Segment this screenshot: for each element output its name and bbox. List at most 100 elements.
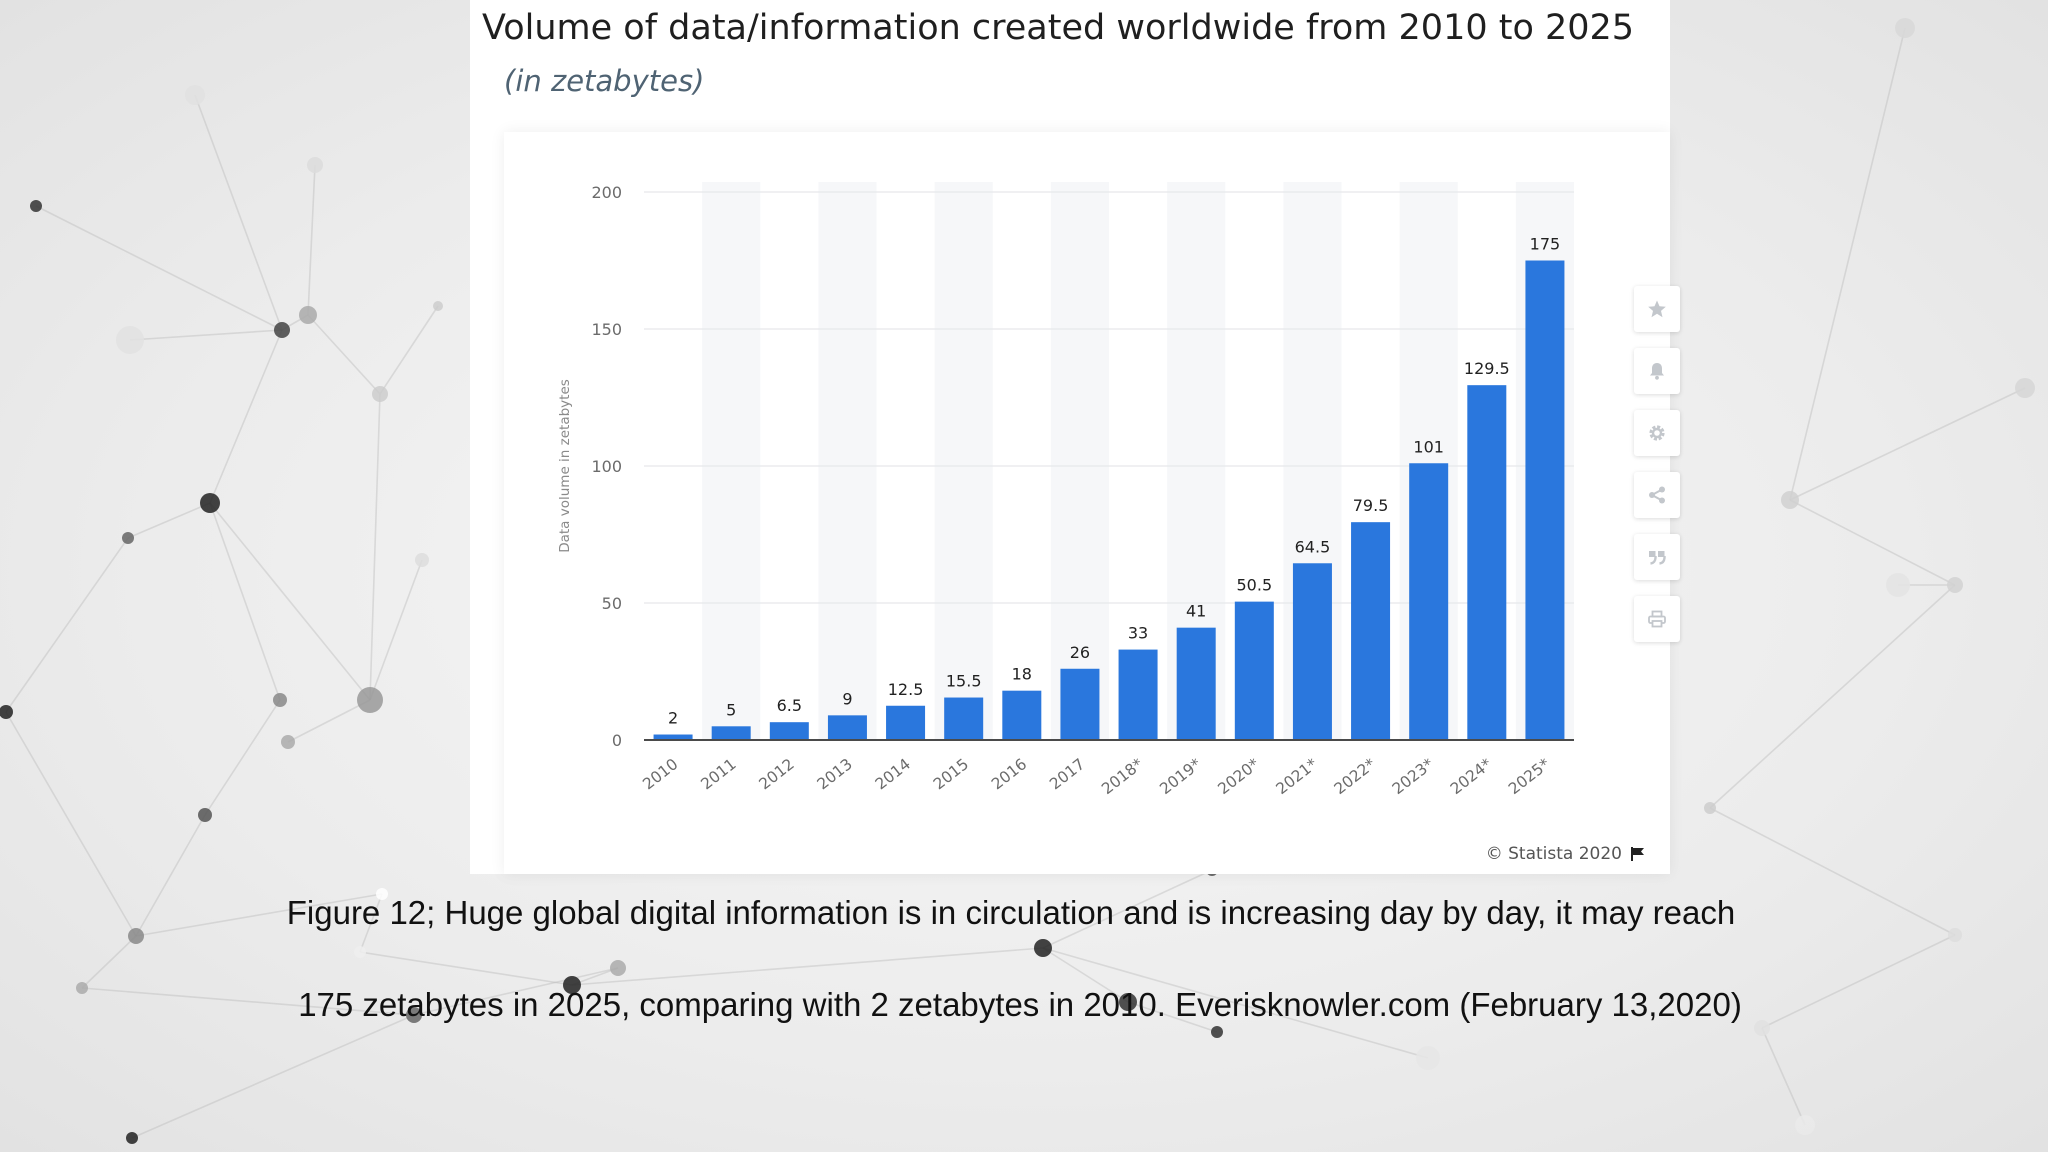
network-node (354, 946, 366, 958)
network-edge (1789, 27, 1906, 501)
network-edge (369, 393, 381, 701)
bar[interactable] (653, 734, 693, 740)
bell-icon (1650, 363, 1664, 380)
bar-value-label: 12.5 (888, 680, 924, 699)
network-edge (1042, 947, 1129, 1003)
network-node (610, 960, 626, 976)
settings-button[interactable] (1634, 410, 1680, 456)
bar[interactable] (1292, 563, 1332, 740)
network-edge (307, 164, 316, 316)
print-button[interactable] (1634, 596, 1680, 642)
x-tick-label: 2023* (1389, 755, 1437, 798)
bar[interactable] (827, 715, 867, 740)
network-edge (131, 1014, 415, 1139)
bar[interactable] (1002, 690, 1042, 740)
network-edge (127, 502, 211, 539)
network-node (1416, 1046, 1440, 1070)
bar[interactable] (769, 722, 809, 740)
bar-value-label: 15.5 (946, 672, 982, 691)
x-tick-label: 2017 (1046, 755, 1088, 793)
network-node (563, 976, 581, 994)
column-band (818, 182, 877, 740)
bar[interactable] (1176, 627, 1216, 740)
network-edge (1789, 499, 1956, 586)
bar[interactable] (944, 697, 984, 740)
network-node (274, 322, 290, 338)
network-node (122, 532, 134, 544)
network-edge (35, 205, 283, 331)
network-edge (1709, 584, 1956, 809)
chart-subtitle: (in zetabytes) (504, 64, 705, 98)
bar-value-label: 33 (1128, 624, 1148, 643)
bar[interactable] (1118, 649, 1158, 740)
network-edge (209, 329, 283, 504)
x-tick-label: 2010 (639, 755, 681, 793)
column-band (702, 182, 761, 740)
figure-caption-line-1: Figure 12; Huge global digital informati… (286, 894, 1736, 931)
bar[interactable] (886, 705, 926, 740)
network-node (281, 735, 295, 749)
network-node (273, 693, 287, 707)
x-tick-label: 2015 (930, 755, 972, 793)
x-tick-label: 2018* (1098, 755, 1146, 798)
bar[interactable] (1060, 668, 1100, 740)
notification-button[interactable] (1634, 348, 1680, 394)
network-node (433, 301, 443, 311)
network-node (307, 157, 323, 173)
x-tick-label: 2025* (1505, 755, 1553, 798)
bar[interactable] (1409, 463, 1449, 740)
x-tick-label: 2024* (1447, 755, 1495, 798)
flag-icon[interactable] (1630, 846, 1646, 862)
y-tick-label: 200 (591, 183, 622, 202)
network-edge (359, 893, 383, 953)
network-node (1947, 577, 1963, 593)
chart-title: Volume of data/information created world… (482, 8, 1635, 48)
network-node (1781, 491, 1799, 509)
bar[interactable] (1351, 522, 1391, 740)
bar[interactable] (711, 726, 751, 740)
network-edge (413, 967, 619, 1016)
network-edge (571, 947, 1044, 986)
y-tick-label: 50 (602, 594, 622, 613)
share-button[interactable] (1634, 472, 1680, 518)
gear-icon (1649, 425, 1665, 441)
network-edge (1127, 1001, 1218, 1033)
network-edge (1761, 934, 1956, 1029)
network-node (1886, 573, 1910, 597)
x-tick-label: 2020* (1214, 755, 1262, 798)
network-node (357, 687, 383, 713)
bar[interactable] (1234, 601, 1274, 740)
bar-value-label: 26 (1070, 643, 1090, 662)
y-tick-label: 0 (612, 731, 622, 750)
bar-value-label: 41 (1186, 602, 1206, 621)
network-node (200, 493, 220, 513)
bar-value-label: 79.5 (1353, 496, 1389, 515)
network-node (1211, 1026, 1223, 1038)
network-edge (204, 699, 281, 816)
bar[interactable] (1467, 385, 1507, 740)
x-tick-label: 2021* (1273, 755, 1321, 798)
chart-panel: 0 50 100 150 200 Data volume in zetabytes 2 201… (504, 132, 1680, 874)
network-node (185, 85, 205, 105)
network-node (0, 705, 13, 719)
network-edge (1709, 807, 1956, 936)
network-node (1704, 802, 1716, 814)
network-edge (287, 699, 371, 743)
column-band (1050, 182, 1109, 740)
network-node (128, 928, 144, 944)
network-node (1795, 1115, 1815, 1135)
bar-value-label: 5 (726, 700, 736, 719)
network-node (2015, 378, 2035, 398)
cite-button[interactable] (1634, 534, 1680, 580)
network-node (415, 553, 429, 567)
network-node (1948, 928, 1962, 942)
favorite-button[interactable] (1634, 286, 1680, 332)
x-tick-label: 2019* (1156, 755, 1204, 798)
network-node (406, 1007, 422, 1023)
bar[interactable] (1525, 260, 1565, 741)
network-edge (1042, 869, 1213, 949)
network-edge (1042, 947, 1429, 1059)
network-node (1895, 18, 1915, 38)
network-node (116, 326, 144, 354)
network-edge (5, 711, 137, 937)
